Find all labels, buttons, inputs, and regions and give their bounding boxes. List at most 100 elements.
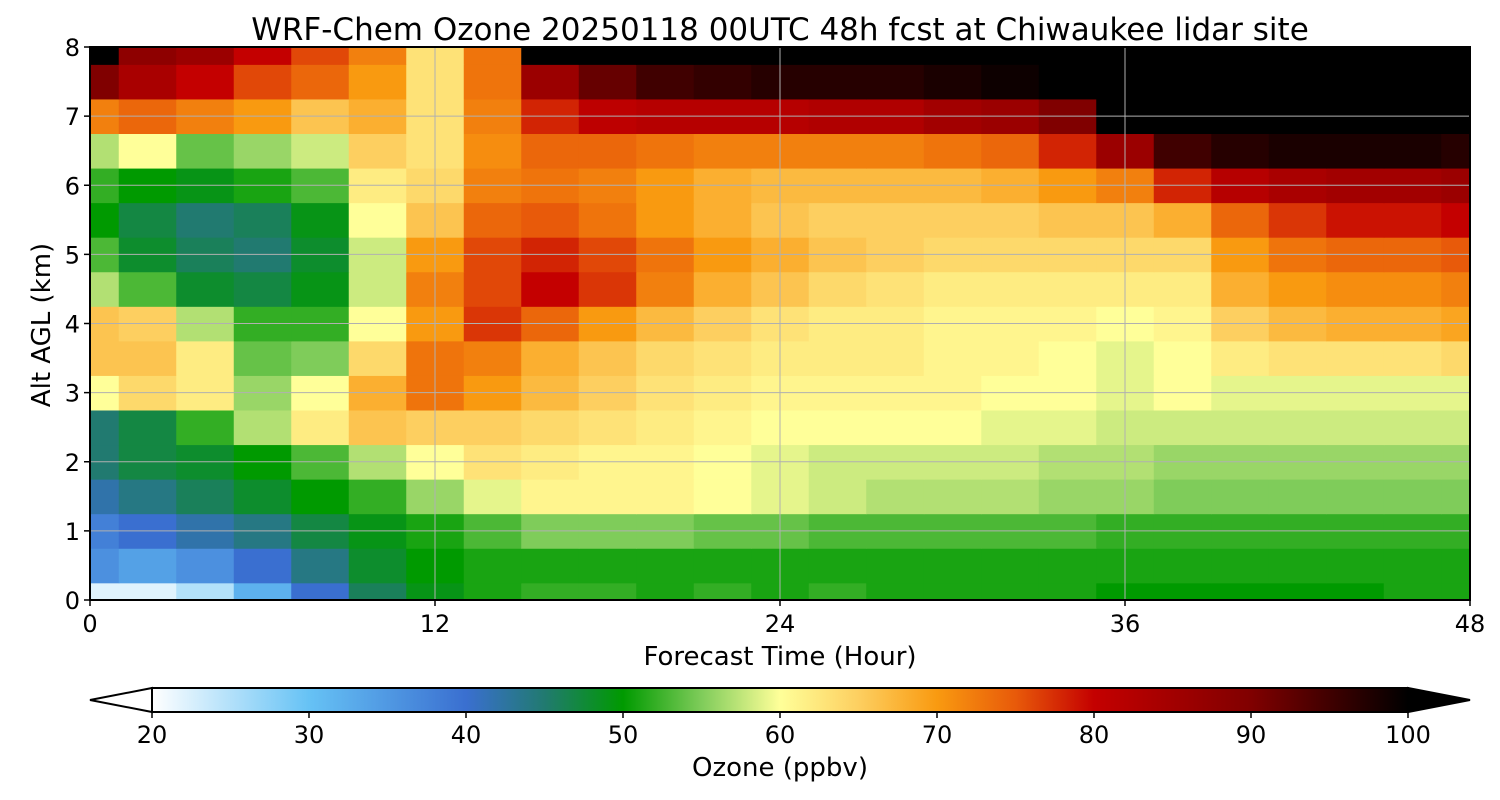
colorbar-label: Ozone (ppbv) [692, 753, 868, 783]
heatmap-cell [348, 64, 407, 100]
heatmap-cell [90, 409, 120, 446]
heatmap-cell [578, 340, 637, 376]
heatmap-cell [1038, 409, 1097, 446]
heatmap-cell [233, 548, 292, 584]
heatmap-cell [1038, 271, 1097, 307]
heatmap-cell [176, 133, 235, 169]
y-tick-label: 5 [65, 241, 80, 269]
heatmap-cell [636, 64, 695, 100]
heatmap-cell [636, 409, 695, 446]
heatmap-cell [1326, 271, 1385, 307]
heatmap-cell [90, 133, 120, 169]
heatmap-cell [808, 271, 867, 307]
heatmap-cell [923, 47, 982, 65]
heatmap-cell [521, 47, 580, 65]
heatmap-cell [578, 64, 637, 100]
heatmap-cell [1211, 340, 1270, 376]
heatmap-cell [808, 548, 867, 584]
heatmap-cell [981, 271, 1040, 307]
heatmap-cell [1326, 47, 1385, 65]
heatmap-cell [578, 548, 637, 584]
heatmap-cell [578, 47, 637, 65]
heatmap-cell [176, 479, 235, 515]
heatmap-cell [1441, 409, 1471, 446]
heatmap-cell [1153, 202, 1212, 238]
heatmap-cell [866, 479, 925, 515]
heatmap-cell [808, 409, 867, 446]
heatmap-cell [348, 548, 407, 584]
heatmap-cell [233, 479, 292, 515]
heatmap-cell [521, 582, 580, 601]
heatmap-cell [866, 47, 925, 65]
heatmap-cell [291, 548, 350, 584]
colorbar-low-extend [89, 686, 153, 714]
heatmap-cell [348, 271, 407, 307]
heatmap-cell [118, 202, 177, 238]
heatmap-cell [1383, 582, 1442, 601]
heatmap-cell [578, 409, 637, 446]
heatmap-cell [1441, 202, 1471, 238]
heatmap-cell [521, 340, 580, 376]
heatmap-cell [1383, 548, 1442, 584]
heatmap-cell [923, 409, 982, 446]
heatmap-cell [118, 409, 177, 446]
heatmap-cell [1383, 133, 1442, 169]
colorbar-scale [151, 687, 1409, 713]
heatmap-cell [693, 340, 752, 376]
heatmap-cell [808, 64, 867, 100]
heatmap-cell [1153, 548, 1212, 584]
x-tick-label: 0 [82, 610, 97, 638]
heatmap-cell [1326, 582, 1385, 601]
heatmap-cell [808, 133, 867, 169]
heatmap-cell [1268, 479, 1327, 515]
heatmap-cell [636, 133, 695, 169]
heatmap-cell [463, 582, 522, 601]
heatmap-cell [1038, 582, 1097, 601]
heatmap-cell [1268, 582, 1327, 601]
heatmap-cell [1383, 47, 1442, 65]
heatmap-cell [578, 479, 637, 515]
heatmap-cell [1268, 548, 1327, 584]
heatmap-cell [808, 202, 867, 238]
heatmap-cell [291, 133, 350, 169]
colorbar-tick-label: 100 [1385, 721, 1431, 749]
colorbar: 20 30 40 50 60 70 80 90 100 Ozone (ppbv) [89, 686, 1471, 783]
heatmap-cell [1383, 340, 1442, 376]
heatmap-cell [693, 202, 752, 238]
heatmap-cell [521, 479, 580, 515]
heatmap-cell [578, 271, 637, 307]
colorbar-ticks: 20 30 40 50 60 70 80 90 100 [137, 712, 1431, 749]
heatmap-cell [463, 133, 522, 169]
heatmap-cell [233, 340, 292, 376]
heatmap-cell [1038, 202, 1097, 238]
colorbar-tick-label: 50 [608, 721, 639, 749]
heatmap-cell [233, 409, 292, 446]
heatmap-cell [90, 582, 120, 601]
heatmap-cell [923, 202, 982, 238]
heatmap-cell [118, 133, 177, 169]
heatmap-cell [176, 340, 235, 376]
heatmap-cell [233, 64, 292, 100]
heatmap-cell [1153, 47, 1212, 65]
heatmap-cell [348, 582, 407, 601]
heatmap-cell [233, 133, 292, 169]
colorbar-high-extend [1407, 686, 1471, 714]
heatmap-cell [291, 64, 350, 100]
heatmap-cell [233, 47, 292, 65]
heatmap-cell [176, 548, 235, 584]
heatmap-cell [90, 64, 120, 100]
x-axis: 0 12 24 36 48 [82, 600, 1485, 638]
x-tick-label: 24 [765, 610, 796, 638]
heatmap-cell [291, 479, 350, 515]
heatmap-cell [176, 271, 235, 307]
heatmap-cell [693, 47, 752, 65]
colorbar-tick-label: 30 [294, 721, 325, 749]
heatmap-cell [1326, 479, 1385, 515]
heatmap-cell [1211, 271, 1270, 307]
heatmap-cell [1268, 409, 1327, 446]
heatmap-cell [463, 64, 522, 100]
heatmap-cell [981, 202, 1040, 238]
heatmap-cell [90, 271, 120, 307]
heatmap-cell [463, 548, 522, 584]
